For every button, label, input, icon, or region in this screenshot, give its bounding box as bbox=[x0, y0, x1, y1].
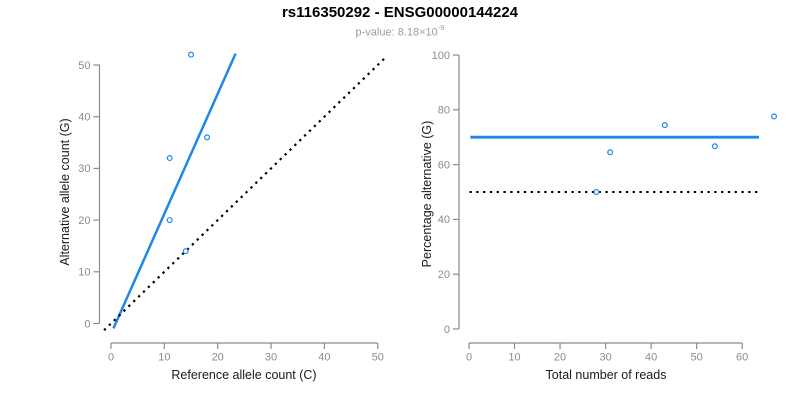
data-point bbox=[182, 248, 189, 255]
x-tick-label: 30 bbox=[599, 352, 611, 364]
plot-area-left bbox=[103, 53, 388, 332]
regression-line bbox=[112, 53, 237, 329]
data-point bbox=[593, 189, 600, 196]
y-tick-label: 40 bbox=[78, 112, 90, 124]
x-tick-label: 50 bbox=[372, 352, 384, 364]
y-tick-label: 100 bbox=[432, 50, 450, 62]
plot-area-right bbox=[469, 135, 759, 193]
data-point bbox=[204, 134, 211, 141]
identity-line bbox=[103, 55, 388, 332]
x-tick-label: 40 bbox=[645, 352, 657, 364]
x-tick-label: 0 bbox=[108, 352, 114, 364]
y-tick-label: 60 bbox=[438, 159, 450, 171]
x-tick-label: 40 bbox=[318, 352, 330, 364]
y-tick-label: 20 bbox=[438, 269, 450, 281]
y-tick-label: 0 bbox=[84, 318, 90, 330]
right-x-axis-title: Total number of reads bbox=[545, 368, 667, 382]
x-tick-label: 0 bbox=[466, 352, 472, 364]
y-tick-label: 10 bbox=[78, 267, 90, 279]
left-y-axis-title: Alternative allele count (G) bbox=[58, 118, 72, 266]
y-tick-label: 20 bbox=[78, 215, 90, 227]
data-point bbox=[166, 217, 173, 224]
data-point bbox=[166, 155, 173, 162]
x-tick-label: 20 bbox=[554, 352, 566, 364]
y-tick-label: 40 bbox=[438, 214, 450, 226]
y-tick-label: 30 bbox=[78, 163, 90, 175]
x-tick-label: 50 bbox=[691, 352, 703, 364]
y-tick-label: 80 bbox=[438, 105, 450, 117]
data-point bbox=[771, 113, 778, 120]
data-point bbox=[188, 51, 195, 58]
x-tick-label: 30 bbox=[265, 352, 277, 364]
pvalue-text: p-value: 8.18×10 bbox=[355, 26, 438, 39]
data-point bbox=[607, 149, 614, 156]
y-tick-label: 0 bbox=[444, 324, 450, 336]
pvalue-exponent: -9 bbox=[437, 23, 445, 32]
y-tick-label: 50 bbox=[78, 60, 90, 72]
left-x-axis-title: Reference allele count (C) bbox=[171, 368, 317, 382]
data-point bbox=[661, 122, 668, 129]
x-tick-label: 10 bbox=[158, 352, 170, 364]
x-tick-label: 60 bbox=[736, 352, 748, 364]
x-tick-label: 10 bbox=[508, 352, 520, 364]
data-point bbox=[711, 143, 718, 150]
chart-subtitle: p-value: 8.18×10-9 bbox=[0, 23, 800, 39]
chart-title: rs116350292 - ENSG00000144224 bbox=[281, 4, 519, 21]
x-tick-label: 20 bbox=[212, 352, 224, 364]
right-y-axis-title: Percentage alternative (G) bbox=[420, 120, 434, 268]
